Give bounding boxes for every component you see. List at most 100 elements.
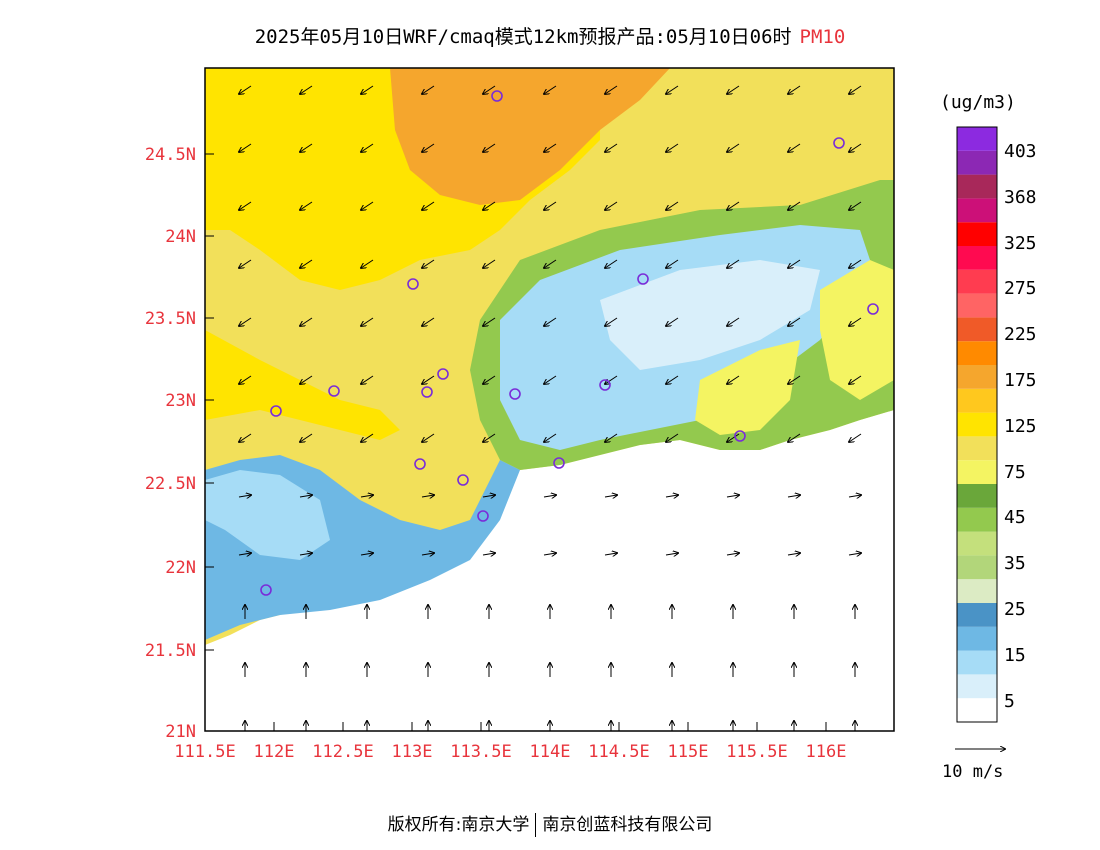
wind-vector [483, 375, 496, 384]
x-tick-label: 114E [530, 742, 571, 762]
colorbar-segment [957, 341, 997, 365]
wind-vector [788, 201, 801, 210]
colorbar-frame [956, 126, 998, 723]
colorbar-segment [957, 484, 997, 508]
wind-vector [361, 317, 374, 326]
colorbar [956, 126, 998, 723]
wind-vector [239, 201, 252, 210]
wind-vector [239, 433, 252, 442]
wind-vector [666, 375, 679, 384]
copyright-right: 南京创蓝科技有限公司 [542, 815, 713, 835]
y-tick-label: 24N [165, 227, 196, 247]
wind-vector [544, 375, 557, 384]
wind-vector [422, 375, 435, 384]
colorbar-label: 125 [1004, 415, 1037, 437]
wind-vector [666, 433, 679, 442]
colorbar-label: 175 [1004, 370, 1037, 391]
wind-vector [605, 317, 618, 326]
colorbar-label: 15 [1004, 644, 1026, 666]
wind-vector [299, 553, 312, 555]
station-marker [491, 90, 503, 102]
wind-vector [300, 317, 313, 326]
wind-vector [666, 201, 679, 210]
colorbar-label: 368 [1004, 186, 1037, 208]
wind-vector [300, 201, 313, 210]
station-marker [509, 388, 521, 400]
wind-vector [483, 85, 496, 94]
colorbar-label: 225 [1004, 324, 1037, 346]
wind-vector [726, 553, 739, 555]
x-tick-label: 115.5E [726, 742, 787, 762]
x-tick-label: 112.5E [312, 742, 373, 762]
colorbar-segment [957, 531, 997, 556]
wind-vector [239, 143, 252, 152]
station-marker [867, 303, 879, 315]
colorbar-label: 45 [1004, 507, 1026, 529]
wind-vector [605, 433, 618, 442]
wind-vector [666, 259, 679, 268]
x-tick-label: 116E [806, 742, 847, 762]
wind-vector [299, 495, 312, 497]
wind-vector [727, 375, 740, 384]
colorbar-segment [957, 293, 997, 318]
wind-vector [788, 143, 801, 152]
station-marker [421, 386, 433, 398]
title-variable: PM10 [799, 26, 846, 48]
y-tick-label: 22N [165, 558, 196, 578]
station-marker [328, 385, 340, 397]
station-marker [407, 278, 419, 290]
wind-vector [422, 317, 435, 326]
reference-vector-label: 10 m/s [942, 762, 1004, 782]
colorbar-segment [957, 412, 997, 437]
wind-vector [788, 317, 801, 326]
wind-vector [849, 433, 862, 442]
wind-vector [605, 259, 618, 268]
wind-vector [361, 143, 374, 152]
wind-vector [482, 495, 495, 497]
colorbar-segment [957, 150, 997, 175]
wind-vector [543, 553, 556, 555]
mid-pocket [695, 340, 800, 435]
wind-vector [665, 553, 678, 555]
colorbar-label: 5 [1004, 690, 1015, 712]
wind-vector [605, 201, 618, 210]
east-pocket [820, 260, 894, 400]
colorbar-segment [957, 246, 997, 270]
colorbar-segment [957, 436, 997, 461]
wind-vector [300, 375, 313, 384]
colorbar-segment [957, 626, 997, 651]
colorbar-segment [957, 222, 997, 246]
copyright-divider [535, 813, 537, 837]
concentration-field [205, 68, 894, 731]
wind-vector [848, 553, 861, 555]
colorbar-segment [957, 579, 997, 603]
wind-vector [300, 143, 313, 152]
wind-vector [239, 85, 252, 94]
wind-vector [666, 143, 679, 152]
wind-vector [788, 85, 801, 94]
wind-vector [483, 433, 496, 442]
station-marker [553, 457, 565, 469]
x-tick-label: 115E [668, 742, 709, 762]
wind-vector [361, 201, 374, 210]
wind-vector [788, 259, 801, 268]
colorbar-label: 75 [1004, 461, 1026, 483]
station-marker [833, 137, 845, 149]
wind-vector [604, 495, 617, 497]
wind-vector [544, 317, 557, 326]
wind-vector [727, 143, 740, 152]
colorbar-segment [957, 460, 997, 484]
colorbar-segment [957, 365, 997, 389]
colorbar-segment [957, 198, 997, 223]
colorbar-segment [957, 555, 997, 580]
wind-vector [361, 259, 374, 268]
copyright-left: 版权所有:南京大学 [387, 815, 530, 835]
chart-title: 2025年05月10日WRF/cmaq模式12km预报产品:05月10日06时 P… [0, 22, 1100, 49]
colorbar-segment [957, 650, 997, 675]
wind-vector [665, 495, 678, 497]
colorbar-segment [957, 603, 997, 627]
wind-vector [666, 85, 679, 94]
station-marker [414, 458, 426, 470]
station-marker [599, 379, 611, 391]
